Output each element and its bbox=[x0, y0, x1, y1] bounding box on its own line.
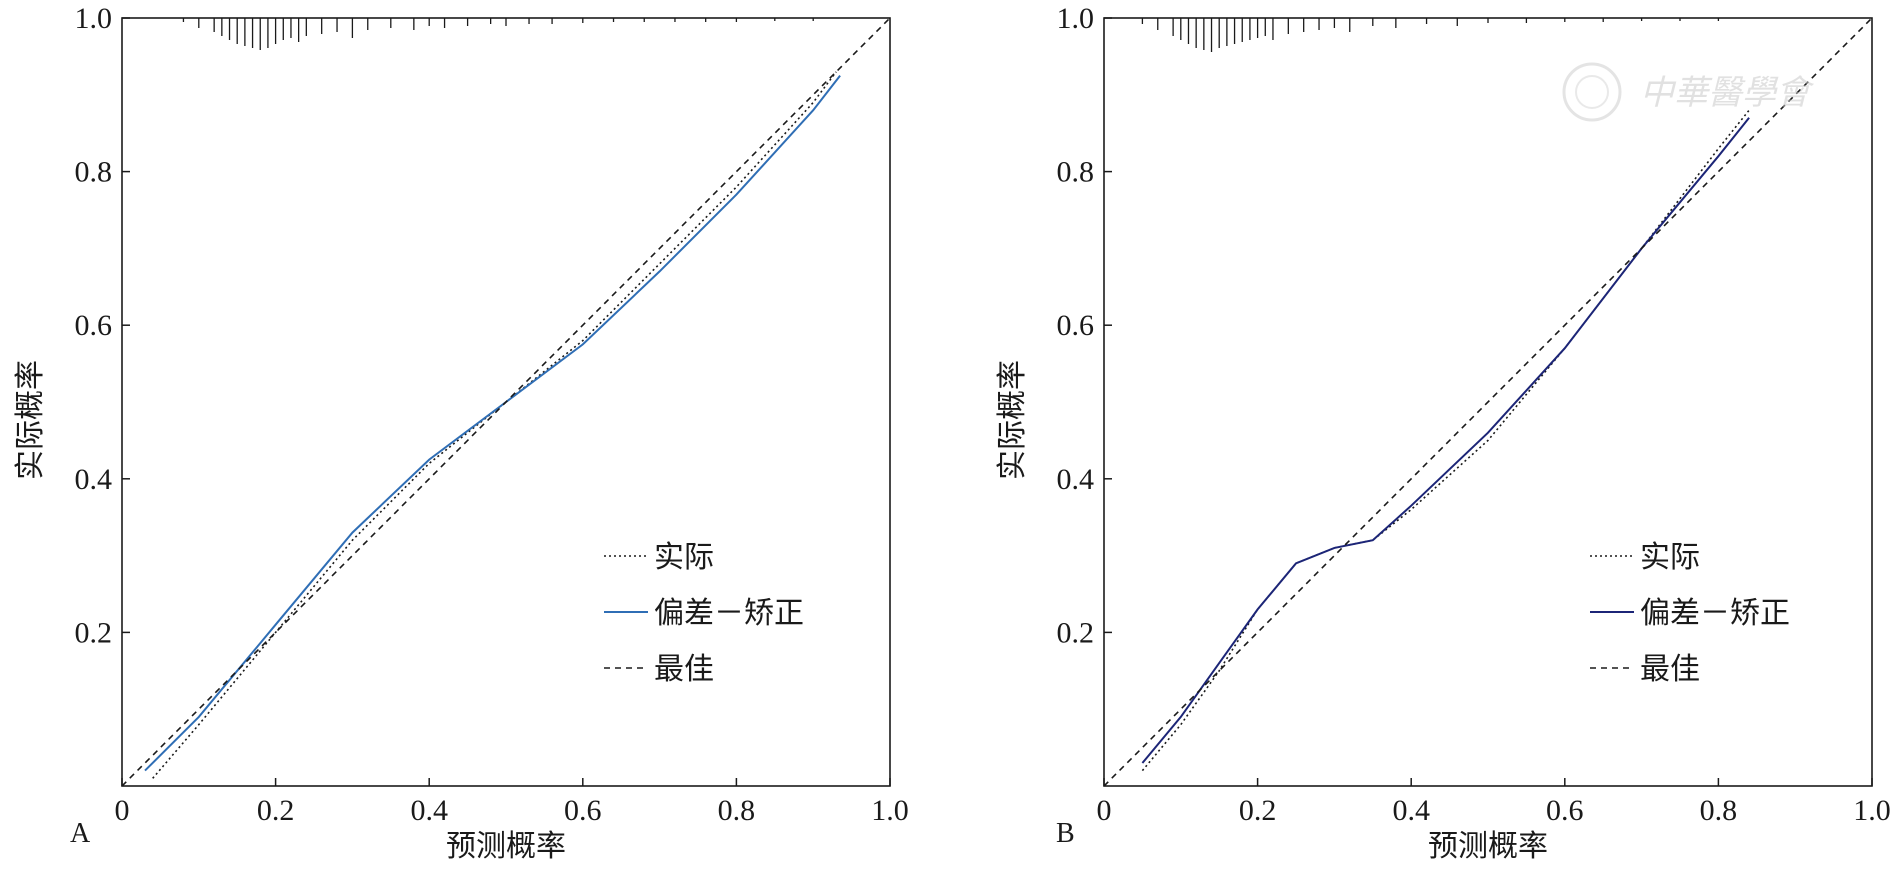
y-tick-label: 1.0 bbox=[1057, 2, 1095, 35]
x-tick-label: 0.6 bbox=[1546, 794, 1584, 827]
legend-label: 偏差－矫正 bbox=[654, 596, 804, 631]
x-axis-title: 预测概率 bbox=[446, 829, 566, 864]
x-tick-label: 0.4 bbox=[1392, 794, 1430, 827]
x-tick-label: 1.0 bbox=[871, 794, 909, 827]
panel-b-calibration-chart: 0 0.2 0.4 0.6 0.8 1.0 0.2 0.4 0.6 0.8 1.0 预测概率 实际概率 B… bbox=[995, 2, 1891, 864]
series-line-dotted bbox=[1141, 109, 1750, 772]
watermark-text: 中華醫學會 bbox=[1640, 73, 1815, 113]
x-tick-label: 0.8 bbox=[718, 794, 756, 827]
panel-letter: B bbox=[1056, 818, 1075, 849]
y-tick-label: 0.6 bbox=[1057, 309, 1095, 342]
y-axis-title: 实际概率 bbox=[995, 360, 1030, 480]
x-tick-label: 0 bbox=[115, 794, 130, 827]
y-tick-label: 0.2 bbox=[75, 616, 113, 649]
y-tick-label: 1.0 bbox=[75, 2, 113, 35]
legend-label: 实际 bbox=[1640, 540, 1700, 575]
x-tick-label: 0.2 bbox=[1239, 794, 1277, 827]
x-tick-label: 0 bbox=[1097, 794, 1112, 827]
x-tick-label: 0.8 bbox=[1700, 794, 1738, 827]
y-tick-label: 0.6 bbox=[75, 309, 113, 342]
y-tick-label: 0.8 bbox=[1057, 156, 1095, 189]
x-tick-label: 0.2 bbox=[257, 794, 295, 827]
x-tick-label: 1.0 bbox=[1853, 794, 1891, 827]
series-line-dashed bbox=[121, 17, 891, 787]
y-tick-label: 0.8 bbox=[75, 156, 113, 189]
legend-label: 最佳 bbox=[1640, 652, 1700, 687]
x-axis-title: 预测概率 bbox=[1428, 829, 1548, 864]
watermark: 中華醫學會 bbox=[1562, 62, 1815, 122]
series-line-dotted bbox=[152, 71, 837, 779]
legend-label: 实际 bbox=[654, 540, 714, 575]
panel-letter: A bbox=[70, 818, 91, 849]
legend-label: 偏差－矫正 bbox=[1640, 596, 1790, 631]
legend-label: 最佳 bbox=[654, 652, 714, 687]
x-tick-label: 0.6 bbox=[564, 794, 602, 827]
panel-a-calibration-chart: 0 0.2 0.4 0.6 0.8 1.0 0.2 0.4 0.6 0.8 1.0 预测概率 实际概率 A… bbox=[13, 2, 909, 864]
y-axis-title: 实际概率 bbox=[13, 360, 48, 480]
series-line-solid bbox=[144, 74, 841, 772]
watermark-seal-icon bbox=[1562, 62, 1622, 122]
watermark-seal-inner bbox=[1575, 75, 1609, 109]
y-tick-label: 0.4 bbox=[1057, 463, 1095, 496]
y-tick-label: 0.2 bbox=[1057, 616, 1095, 649]
y-tick-label: 0.4 bbox=[75, 463, 113, 496]
series-line-dashed bbox=[1103, 17, 1873, 787]
x-tick-label: 0.4 bbox=[410, 794, 448, 827]
